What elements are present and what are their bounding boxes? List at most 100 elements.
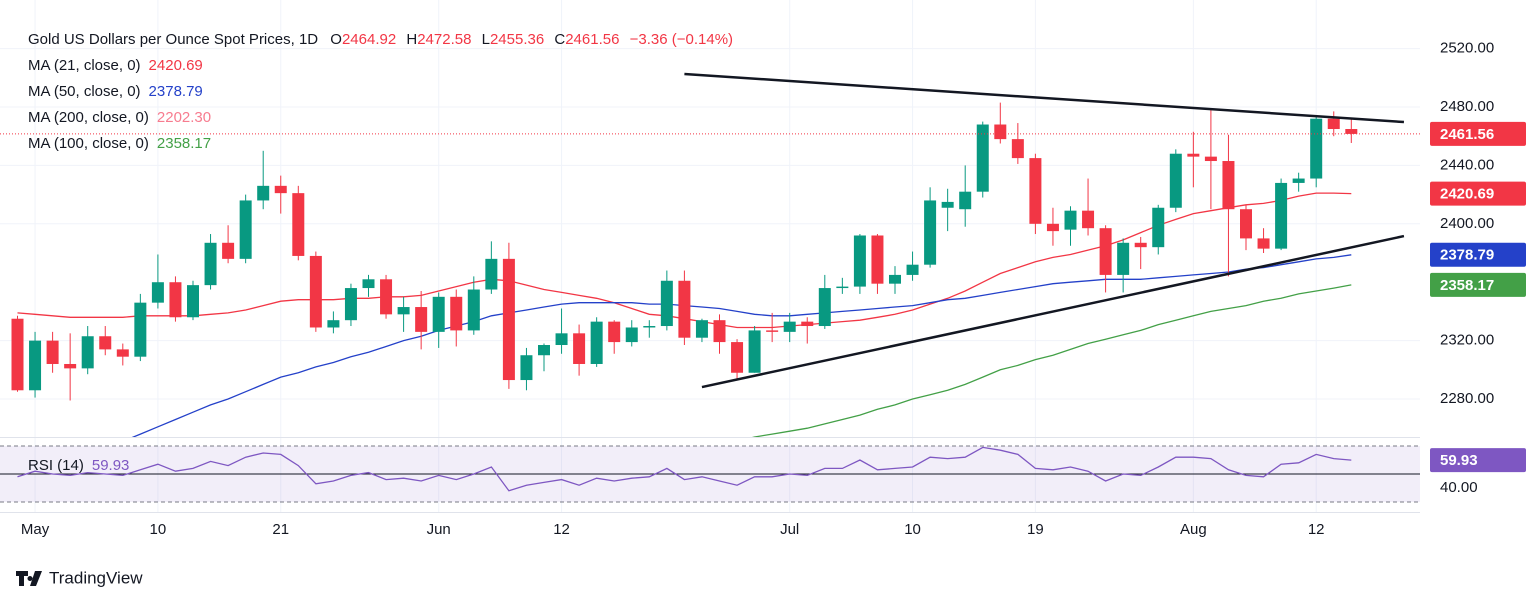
candle-body xyxy=(344,288,357,321)
candle-body xyxy=(1204,156,1217,162)
candle-body xyxy=(1169,153,1182,208)
candle-body xyxy=(46,340,59,364)
y-tick-label: 2480.00 xyxy=(1440,98,1494,115)
legend-name: MA (21, close, 0) xyxy=(28,57,141,74)
ma-tag-text: 2420.69 xyxy=(1440,186,1494,203)
x-tick-label: 19 xyxy=(1027,521,1044,538)
candle-body xyxy=(871,235,884,284)
ma-tag-box xyxy=(1430,272,1526,297)
candle-body xyxy=(239,200,252,259)
candle-body xyxy=(415,307,428,332)
y-tick-label: 2400.00 xyxy=(1440,215,1494,232)
candle-body xyxy=(327,320,340,328)
candle-body xyxy=(1029,158,1042,224)
candle-body xyxy=(204,242,217,286)
candle-body xyxy=(818,288,831,327)
price-tag-box xyxy=(1430,121,1526,146)
ohlc-label: O xyxy=(330,31,342,48)
x-tick-label: 21 xyxy=(272,521,289,538)
legend-name: RSI (14) xyxy=(28,457,84,474)
candle-body xyxy=(924,200,937,265)
ohlc-value: 2455.36 xyxy=(490,31,544,48)
candle-body xyxy=(538,345,550,356)
candle-body xyxy=(1222,161,1235,210)
candle-body xyxy=(151,282,164,303)
candle-body xyxy=(1257,238,1270,249)
x-tick-label: Jun xyxy=(427,521,451,538)
price-tag: 2461.56 xyxy=(1430,121,1526,146)
candle-body xyxy=(853,235,866,287)
candle-body xyxy=(432,296,445,332)
candle-body xyxy=(941,201,954,208)
logo-icon xyxy=(16,571,42,586)
trendline xyxy=(701,234,1405,389)
legend-value: 59.93 xyxy=(92,457,130,474)
candle-body xyxy=(906,264,919,275)
moving-average xyxy=(751,284,1352,437)
legend-name: MA (100, close, 0) xyxy=(28,135,149,152)
candle-body xyxy=(257,185,270,201)
legend: Gold US Dollars per Ounce Spot Prices, 1… xyxy=(28,31,733,474)
ma-tag-box xyxy=(1430,242,1526,267)
legend-value: 2420.69 xyxy=(149,57,203,74)
candle-body xyxy=(573,333,586,364)
candle-body xyxy=(502,258,515,381)
candle-body xyxy=(222,242,235,259)
x-tick-label: 12 xyxy=(553,521,570,538)
ohlc-label: H xyxy=(406,31,417,48)
candle-body xyxy=(1082,210,1095,229)
ma-tag-box xyxy=(1430,181,1526,206)
candle-body xyxy=(1099,228,1112,275)
ohlc-value: 2464.92 xyxy=(342,31,396,48)
ma-tag-text: 2358.17 xyxy=(1440,277,1494,294)
ohlc-label: C xyxy=(554,31,565,48)
candle-body xyxy=(1134,242,1147,248)
x-tick-label: 10 xyxy=(904,521,921,538)
candle-body xyxy=(748,330,761,373)
rsi-legend: RSI (14) 59.93 xyxy=(28,457,129,474)
y-tick-label: 2280.00 xyxy=(1440,390,1494,407)
ma-tag: 2358.17 xyxy=(1430,272,1526,297)
rsi-tag-text: 59.93 xyxy=(1440,452,1478,469)
candle-body xyxy=(116,349,129,357)
ma-tag: 2378.79 xyxy=(1430,242,1526,267)
legend-entry: MA (100, close, 0) 2358.17 xyxy=(28,135,211,152)
ohlc-value: 2461.56 xyxy=(565,31,619,48)
candle-body xyxy=(485,258,498,290)
candle-body xyxy=(959,191,972,210)
legend-value: 2202.30 xyxy=(157,109,211,126)
y-tick-label: 2320.00 xyxy=(1440,332,1494,349)
candle-body xyxy=(520,355,533,381)
logo: TradingView xyxy=(16,568,143,587)
candle-body xyxy=(1292,178,1305,183)
candle-body xyxy=(766,330,779,332)
change: −3.36 (−0.14%) xyxy=(630,31,733,48)
rsi-tick-label: 40.00 xyxy=(1440,479,1478,496)
rsi-line xyxy=(17,446,1352,492)
candle-body xyxy=(1275,182,1288,249)
candle-body xyxy=(29,340,42,391)
rsi-tag: 59.93 xyxy=(1430,448,1526,473)
rsi-tag-box xyxy=(1430,448,1526,473)
candle-body xyxy=(660,280,673,327)
candle-body xyxy=(994,124,1007,140)
legend-value: 2358.17 xyxy=(157,135,211,152)
candle-body xyxy=(64,363,77,369)
candle-body xyxy=(678,280,691,338)
x-tick-label: Aug xyxy=(1180,521,1207,538)
candle-body xyxy=(450,296,463,331)
y-tick-label: 2440.00 xyxy=(1440,156,1494,173)
candle-body xyxy=(1240,209,1252,239)
candle-body xyxy=(362,279,375,289)
rsi-pane xyxy=(0,445,1420,503)
price-tag-text: 2461.56 xyxy=(1440,126,1494,143)
legend-entry: MA (50, close, 0) 2378.79 xyxy=(28,83,203,100)
candle-body xyxy=(1310,118,1323,179)
candle-body xyxy=(274,185,287,194)
candle-body xyxy=(889,274,901,284)
logo-text: TradingView xyxy=(49,568,143,587)
legend-entry: MA (21, close, 0) 2420.69 xyxy=(28,57,203,74)
candle-body xyxy=(836,286,849,289)
candle-body xyxy=(976,124,989,192)
candle-body xyxy=(643,326,656,328)
